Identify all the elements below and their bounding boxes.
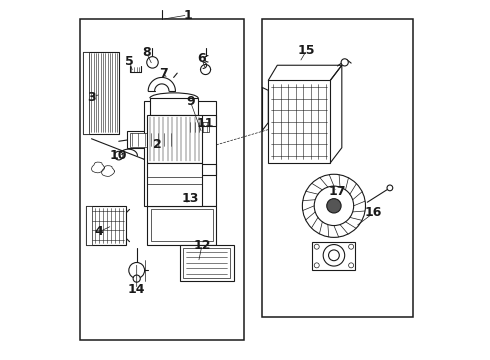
Text: 4: 4 [94, 225, 103, 238]
Bar [313, 242, 355, 270]
Bar [147, 163, 202, 206]
Bar [83, 51, 119, 134]
Bar [83, 51, 89, 134]
Text: 14: 14 [128, 283, 146, 296]
Bar [188, 122, 209, 132]
Bar [180, 244, 234, 281]
Text: 15: 15 [298, 44, 316, 57]
Circle shape [349, 263, 354, 268]
Circle shape [314, 186, 354, 226]
Text: 16: 16 [365, 207, 382, 220]
Text: 3: 3 [87, 91, 96, 104]
Text: 9: 9 [186, 95, 195, 108]
Text: 6: 6 [197, 52, 206, 65]
Circle shape [302, 174, 366, 237]
Circle shape [133, 275, 140, 282]
Bar [144, 101, 216, 206]
Bar [80, 19, 245, 339]
Circle shape [323, 244, 344, 266]
Circle shape [341, 59, 348, 66]
Circle shape [129, 262, 145, 278]
Circle shape [314, 263, 319, 268]
Circle shape [115, 151, 123, 160]
Text: 10: 10 [110, 149, 127, 162]
Bar [147, 206, 216, 244]
Bar [87, 206, 126, 245]
Bar [186, 120, 212, 134]
Text: 8: 8 [142, 46, 151, 59]
Bar [150, 98, 198, 116]
Bar [129, 133, 173, 147]
Circle shape [314, 244, 319, 249]
Text: 1: 1 [183, 9, 192, 22]
Bar [183, 248, 230, 278]
Bar [126, 131, 177, 148]
Bar [269, 80, 330, 163]
Circle shape [387, 185, 393, 191]
Circle shape [147, 57, 158, 68]
Circle shape [329, 250, 339, 261]
Text: 2: 2 [153, 138, 162, 151]
Text: 12: 12 [193, 239, 211, 252]
Text: 7: 7 [159, 67, 168, 80]
Text: 13: 13 [182, 192, 199, 205]
Circle shape [327, 199, 341, 213]
Bar [262, 19, 413, 317]
Bar [147, 116, 202, 163]
Text: 11: 11 [196, 117, 214, 130]
Text: 5: 5 [125, 55, 134, 68]
Circle shape [349, 244, 354, 249]
Bar [151, 210, 213, 241]
Bar [87, 206, 92, 245]
Text: 17: 17 [329, 185, 346, 198]
